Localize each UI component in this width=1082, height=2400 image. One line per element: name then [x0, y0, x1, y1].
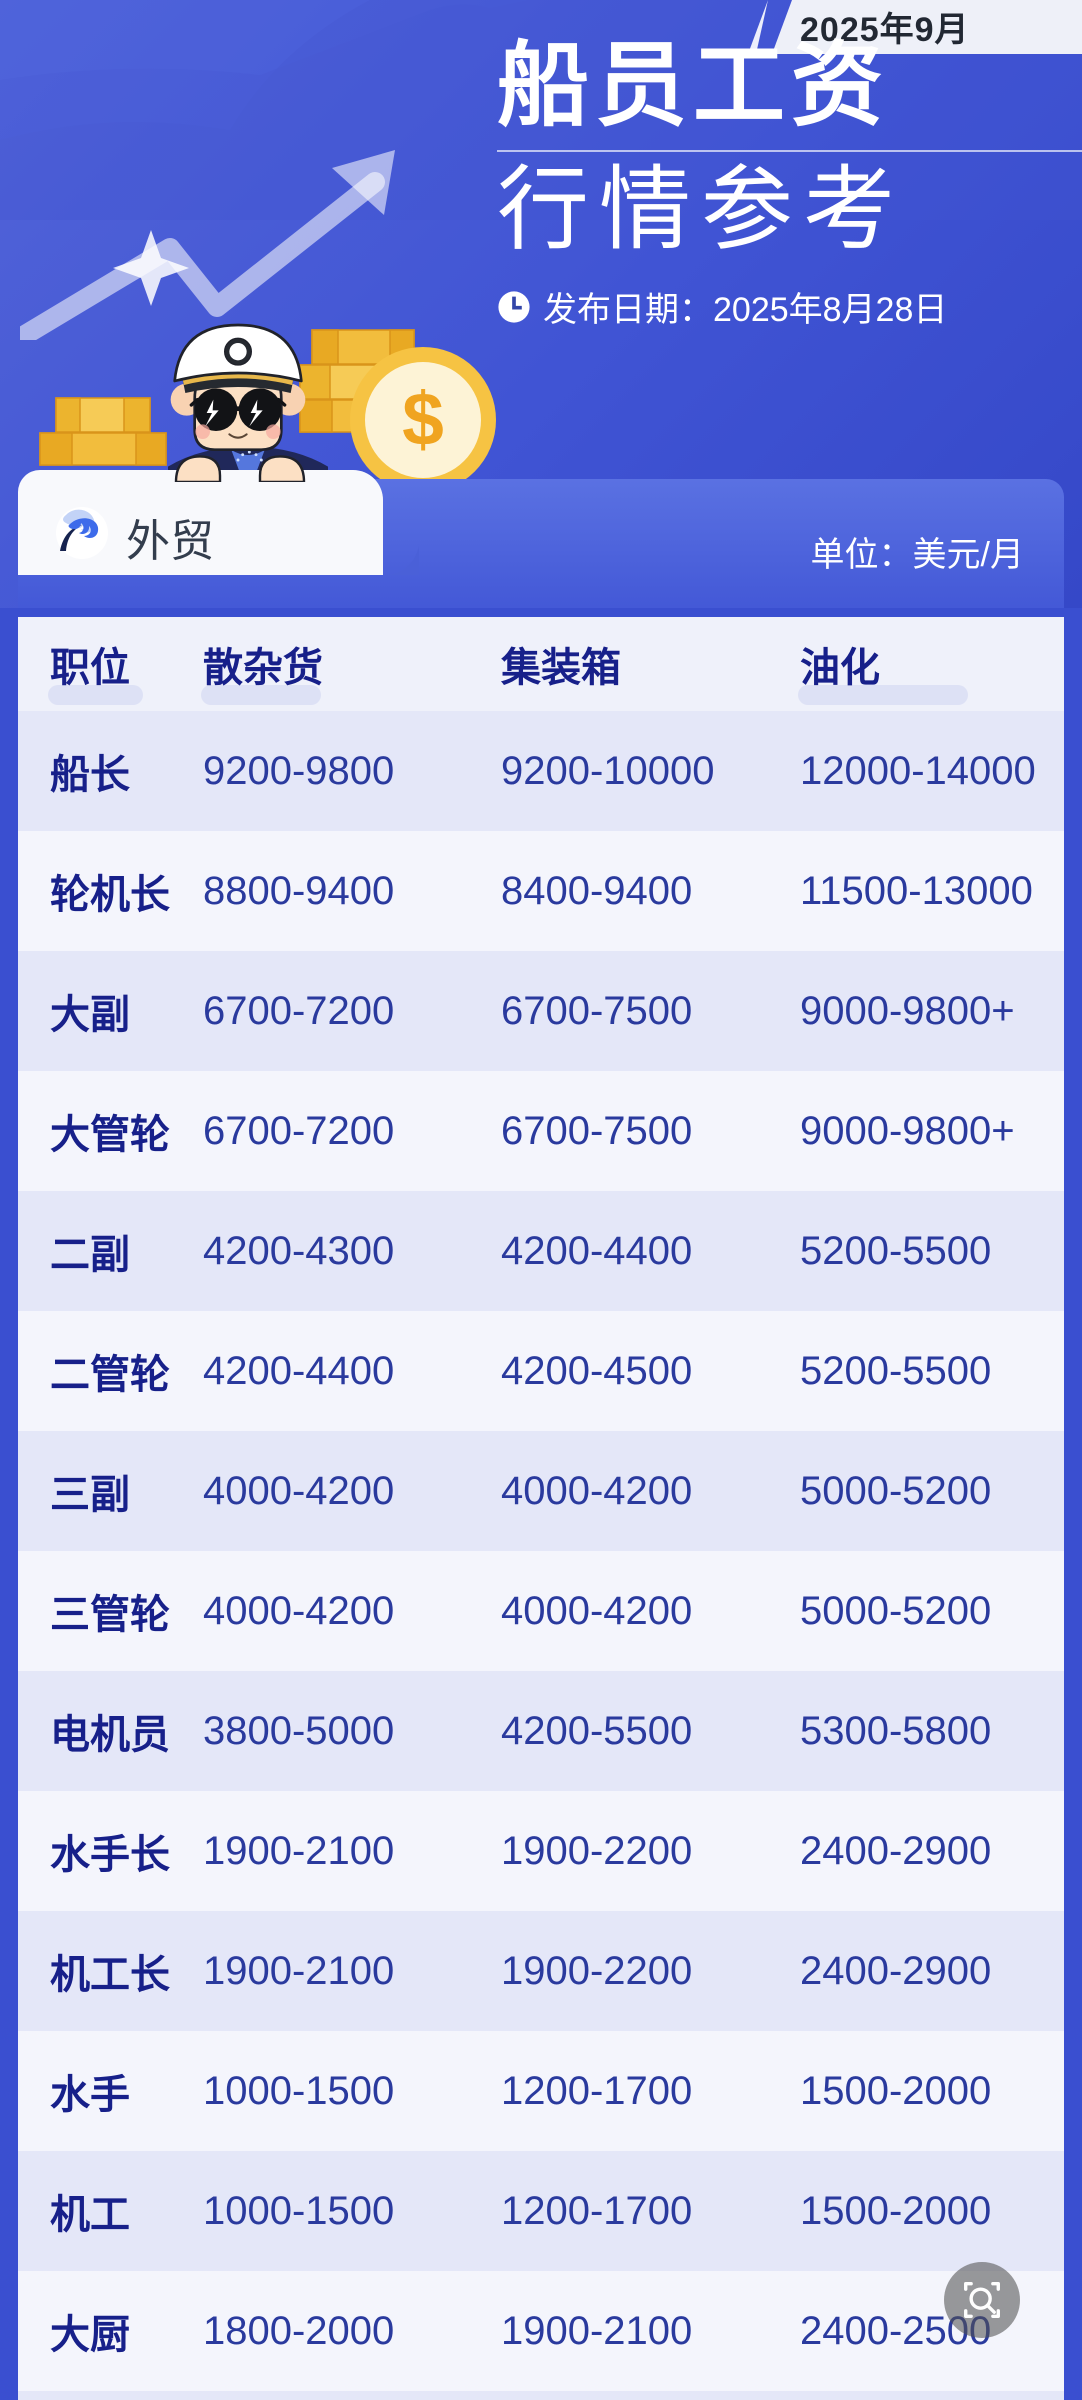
svg-text:$: $	[402, 377, 444, 461]
